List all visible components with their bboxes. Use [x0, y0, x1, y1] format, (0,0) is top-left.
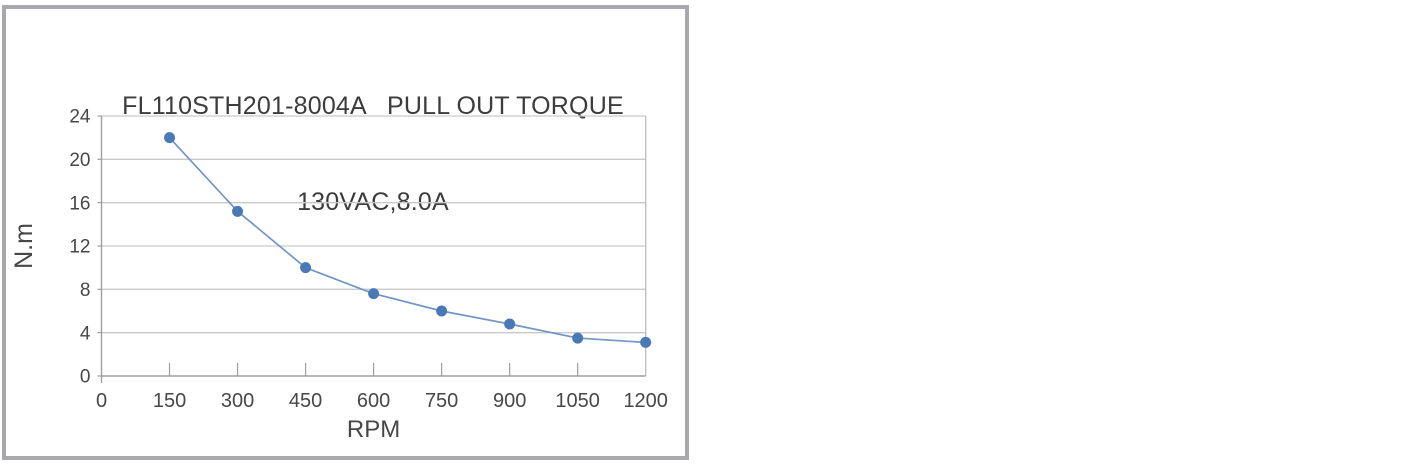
x-tick-label: 600: [357, 390, 390, 412]
x-tick-label: 1050: [555, 390, 600, 412]
chart-frame: FL110STH201-8004A PULL OUT TORQUE 130VAC…: [2, 5, 689, 460]
x-tick-label: 900: [493, 390, 526, 412]
y-tick-label: 20: [69, 150, 90, 171]
torque-chart: 0 4 8 12 16 20 24 0 150 300 450 600 750 900 1050 1200 RP…: [10, 107, 668, 443]
data-point: [300, 262, 312, 274]
y-tick-label: 24: [69, 107, 91, 128]
x-tick-label: 300: [221, 390, 254, 412]
chart-title: FL110STH201-8004A PULL OUT TORQUE 130VAC…: [6, 26, 685, 282]
chart-title-line2: 130VAC,8.0A: [297, 188, 449, 216]
x-tick-label: 150: [153, 390, 186, 412]
data-point: [368, 288, 380, 300]
x-tick-label: 750: [425, 390, 458, 412]
y-tick-label: 0: [80, 367, 91, 388]
y-tick-label: 12: [69, 237, 90, 258]
data-point: [504, 318, 516, 330]
data-point: [164, 132, 176, 144]
y-axis-title: N.m: [10, 223, 38, 269]
data-point: [232, 205, 244, 217]
y-tick-label: 8: [80, 280, 91, 301]
y-tick-label: 16: [69, 193, 90, 214]
chart-title-line1: FL110STH201-8004A PULL OUT TORQUE: [122, 92, 624, 120]
y-tick-label: 4: [80, 323, 91, 344]
data-point: [640, 336, 652, 348]
series-line: [168, 137, 646, 344]
x-tick-label: 0: [96, 390, 107, 412]
x-tick-label: 450: [289, 390, 322, 412]
data-point: [572, 332, 584, 344]
x-axis-title: RPM: [347, 416, 400, 443]
x-tick-label: 1200: [623, 390, 668, 412]
data-point: [436, 305, 448, 317]
